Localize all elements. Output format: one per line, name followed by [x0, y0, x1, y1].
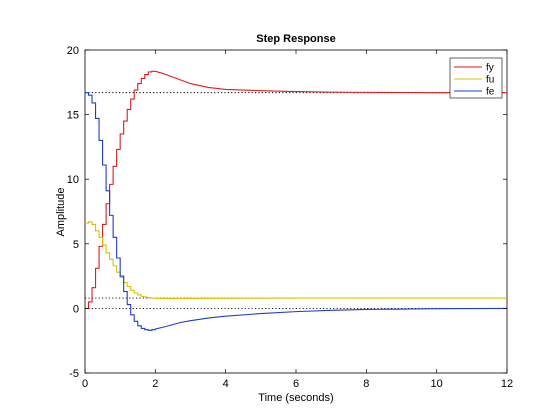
x-tick-label: 6	[293, 378, 299, 390]
chart-title: Step Response	[256, 33, 335, 45]
series-line-fu	[85, 221, 507, 300]
y-tick-label: -5	[69, 368, 79, 380]
y-tick-label: 20	[67, 45, 79, 57]
y-axis-label: Amplitude	[55, 188, 67, 237]
y-tick-label: 0	[73, 303, 79, 315]
y-tick-label: 5	[73, 239, 79, 251]
legend-label-fe: fe	[486, 87, 495, 98]
x-tick-label: 0	[82, 378, 88, 390]
series-line-fy	[85, 70, 507, 309]
y-tick-label: 10	[67, 174, 79, 186]
x-tick-label: 4	[223, 378, 229, 390]
x-tick-label: 12	[501, 378, 513, 390]
legend-label-fy: fy	[486, 63, 494, 74]
plot-area	[84, 49, 508, 374]
x-tick-label: 8	[363, 378, 369, 390]
series-line-fe	[85, 92, 508, 331]
legend-label-fu: fu	[486, 75, 494, 86]
series-layer	[85, 70, 508, 331]
x-tick-label: 2	[152, 378, 158, 390]
x-tick-label: 10	[431, 378, 443, 390]
x-axis-label: Time (seconds)	[258, 392, 333, 404]
y-tick-label: 15	[67, 110, 79, 122]
